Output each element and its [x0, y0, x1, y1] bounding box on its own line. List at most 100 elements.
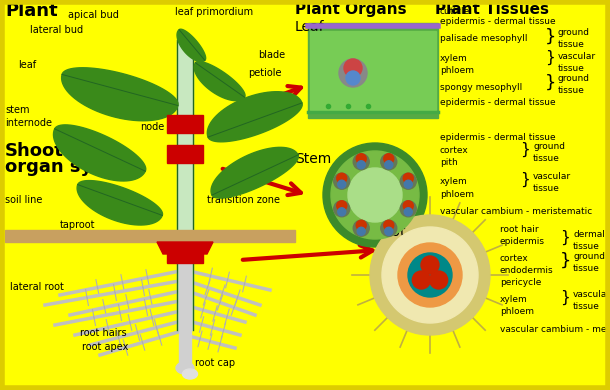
- Text: tissue: tissue: [533, 184, 560, 193]
- Circle shape: [334, 173, 350, 189]
- Circle shape: [323, 143, 427, 247]
- Circle shape: [429, 271, 448, 289]
- Bar: [167, 145, 203, 163]
- Text: dermal: dermal: [573, 230, 605, 239]
- Text: lateral bud: lateral bud: [30, 25, 83, 35]
- Circle shape: [370, 215, 490, 335]
- Text: }: }: [545, 50, 554, 65]
- Polygon shape: [207, 92, 302, 142]
- Text: }: }: [545, 28, 556, 46]
- Polygon shape: [177, 29, 206, 62]
- Text: stem: stem: [5, 105, 29, 115]
- Text: leaf: leaf: [18, 60, 36, 70]
- Text: }: }: [520, 142, 529, 157]
- Text: phloem: phloem: [440, 190, 474, 199]
- Circle shape: [353, 154, 369, 170]
- Circle shape: [385, 227, 393, 235]
- Text: pith: pith: [440, 158, 458, 167]
- Circle shape: [344, 59, 362, 77]
- Text: tissue: tissue: [558, 64, 585, 73]
- Text: phloem: phloem: [440, 66, 474, 75]
- Text: internode: internode: [5, 118, 52, 128]
- Text: node: node: [140, 122, 164, 132]
- Text: cortex: cortex: [500, 254, 529, 263]
- Text: vascular cambium - meristematic: vascular cambium - meristematic: [500, 325, 610, 334]
- Text: epidermis - dermal tissue: epidermis - dermal tissue: [440, 133, 556, 142]
- Text: Plant Organs: Plant Organs: [295, 2, 407, 17]
- Polygon shape: [77, 181, 162, 225]
- Text: taproot: taproot: [60, 220, 96, 230]
- Circle shape: [337, 201, 346, 211]
- Text: epidermis - dermal tissue: epidermis - dermal tissue: [440, 17, 556, 26]
- Bar: [167, 245, 203, 263]
- Text: tissue: tissue: [558, 86, 585, 95]
- Circle shape: [357, 161, 365, 169]
- Circle shape: [421, 256, 439, 274]
- Circle shape: [384, 220, 394, 230]
- Text: epidermis: epidermis: [500, 237, 545, 246]
- Text: Stem: Stem: [295, 152, 331, 166]
- Text: organ system: organ system: [5, 158, 143, 176]
- Bar: [310, 31, 436, 110]
- Text: root cap: root cap: [195, 358, 235, 368]
- Circle shape: [404, 208, 412, 216]
- Text: endodermis: endodermis: [500, 266, 554, 275]
- Text: cuticle: cuticle: [440, 7, 470, 16]
- Circle shape: [338, 208, 346, 216]
- Text: }: }: [560, 230, 570, 245]
- Text: cortex: cortex: [440, 146, 468, 155]
- Text: ground: ground: [558, 28, 590, 37]
- Text: pericycle: pericycle: [500, 278, 542, 287]
- Ellipse shape: [176, 362, 194, 374]
- Text: node: node: [140, 105, 164, 115]
- Text: root hairs: root hairs: [80, 328, 127, 338]
- Text: petiole: petiole: [248, 68, 281, 78]
- Circle shape: [339, 59, 367, 87]
- Circle shape: [403, 173, 413, 183]
- Text: blade: blade: [258, 50, 285, 60]
- Text: Plant Tissues: Plant Tissues: [435, 2, 549, 17]
- Circle shape: [346, 71, 360, 85]
- Text: tissue: tissue: [573, 264, 600, 273]
- Text: }: }: [520, 172, 529, 187]
- Circle shape: [356, 220, 366, 230]
- Text: }: }: [560, 290, 570, 305]
- Text: tissue: tissue: [573, 302, 600, 311]
- Circle shape: [400, 201, 416, 217]
- Circle shape: [338, 180, 346, 188]
- Text: apical bud: apical bud: [68, 10, 119, 20]
- Text: vascular: vascular: [533, 172, 571, 181]
- Polygon shape: [54, 125, 146, 181]
- Bar: [5, 230, 295, 242]
- Text: xylem: xylem: [500, 295, 528, 304]
- Circle shape: [356, 154, 366, 164]
- Text: tissue: tissue: [533, 154, 560, 163]
- Text: ground: ground: [558, 74, 590, 83]
- Circle shape: [331, 151, 419, 239]
- Bar: [167, 115, 203, 133]
- Circle shape: [334, 201, 350, 217]
- Polygon shape: [194, 62, 245, 101]
- Text: tissue: tissue: [558, 40, 585, 49]
- Text: lateral root: lateral root: [10, 282, 64, 292]
- Text: soil line: soil line: [5, 195, 42, 205]
- Text: root hair: root hair: [500, 225, 539, 234]
- Text: vascular cambium - meristematic: vascular cambium - meristematic: [440, 207, 592, 216]
- Text: Root: Root: [375, 225, 406, 239]
- Circle shape: [408, 253, 452, 297]
- Circle shape: [385, 161, 393, 169]
- Text: xylem: xylem: [440, 54, 468, 63]
- Text: vascular: vascular: [573, 290, 610, 299]
- Text: leaf primordium: leaf primordium: [175, 7, 253, 17]
- Polygon shape: [211, 147, 298, 198]
- Circle shape: [337, 173, 346, 183]
- Bar: [308, 23, 438, 118]
- Circle shape: [381, 220, 396, 236]
- Circle shape: [357, 227, 365, 235]
- Text: palisade mesophyll: palisade mesophyll: [440, 34, 528, 43]
- Text: Leaf: Leaf: [295, 20, 325, 34]
- Ellipse shape: [182, 369, 198, 379]
- Text: phloem: phloem: [500, 307, 534, 316]
- Text: Plant: Plant: [5, 2, 57, 20]
- Text: vascular: vascular: [558, 52, 596, 61]
